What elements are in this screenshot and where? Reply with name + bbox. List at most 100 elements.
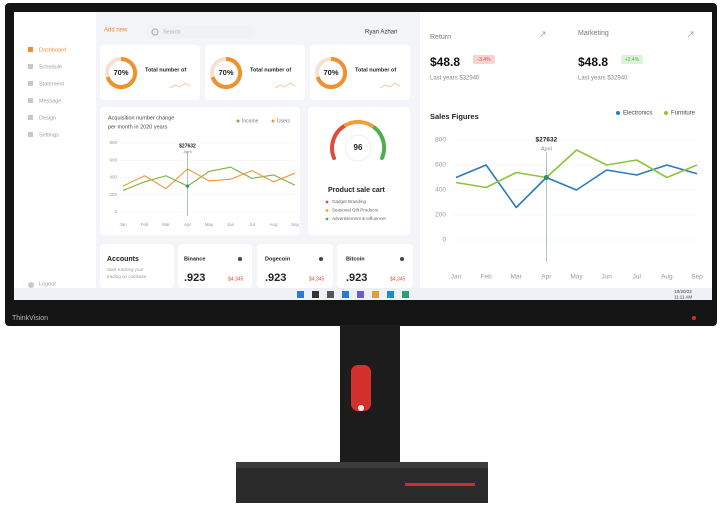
series-line <box>122 168 296 190</box>
nav-icon <box>28 115 33 120</box>
x-tick-label: Jun <box>227 222 235 227</box>
legend-dot <box>271 119 275 123</box>
gauge-arc <box>344 119 377 130</box>
stat-label: Total number of <box>250 67 291 73</box>
ring-label: 70% <box>218 68 233 77</box>
x-tick-label: Feb <box>141 222 149 227</box>
coin-change: $4,345 <box>390 276 406 282</box>
x-tick-label: Apr <box>184 222 192 227</box>
gauge-center <box>344 134 372 162</box>
y-tick-label: 0 <box>114 209 117 214</box>
legend-label: Income <box>242 118 259 124</box>
legend-dot <box>616 111 620 115</box>
tooltip-value: $27632 <box>179 143 196 149</box>
sparkline <box>274 82 296 89</box>
legend-dot <box>664 111 668 115</box>
search-box[interactable] <box>146 25 256 39</box>
sidebar <box>14 12 96 288</box>
gauge-item: Advertisement & Influencer <box>332 216 387 221</box>
taskbar-icons <box>297 291 409 298</box>
legend-dot <box>236 119 240 123</box>
expand-icon[interactable] <box>539 31 546 38</box>
sparkline <box>379 82 401 89</box>
tooltip-value: $27632 <box>536 137 558 144</box>
card-title: per month in 2020 years <box>108 124 168 130</box>
x-tick-label: Jun <box>601 274 612 281</box>
taskbar-time: 11:11 AM <box>674 295 693 300</box>
legend-label: Users <box>277 118 291 124</box>
nav-icon <box>28 64 33 69</box>
gauge-arc <box>330 123 348 160</box>
tooltip-label: April <box>183 149 191 154</box>
coin-card <box>178 244 252 288</box>
y-tick-label: 400 <box>109 175 117 180</box>
x-tick-label: May <box>205 222 214 227</box>
nav-icon <box>28 47 33 52</box>
kpi-note: Last years $32940 <box>430 76 480 82</box>
coin-value: .923 <box>346 272 367 284</box>
nav-item[interactable]: Design <box>39 115 56 121</box>
ring <box>210 56 243 89</box>
accounts-subtitle: Start tracking your <box>107 267 144 272</box>
coin-value: .923 <box>265 272 286 284</box>
y-tick-label: 800 <box>435 137 446 144</box>
y-tick-label: 600 <box>109 157 117 162</box>
taskbar-date: 10/20/22 <box>674 289 692 294</box>
accounts-title: Accounts <box>107 256 139 263</box>
legend-label: Electronics <box>623 111 652 117</box>
stat-label: Total number of <box>355 67 396 73</box>
logout[interactable]: Logout <box>39 281 56 287</box>
stand-base <box>236 462 488 503</box>
add-new[interactable]: Add new <box>104 28 128 34</box>
y-tick-label: 0 <box>442 237 446 244</box>
nav-item[interactable]: Message <box>39 98 61 104</box>
y-tick-label: 200 <box>435 212 446 219</box>
x-tick-label: May <box>570 274 583 281</box>
acquisition-card <box>100 107 300 235</box>
coin-icon <box>238 257 242 261</box>
nav-item[interactable]: Statement <box>39 81 65 87</box>
stand-base-top <box>236 462 488 468</box>
nav-icon <box>28 98 33 103</box>
ring <box>105 56 138 89</box>
gauge-item: Gadget Branding <box>332 199 367 204</box>
legend-dot <box>325 217 329 221</box>
nav-icon <box>28 282 34 288</box>
kpi-value: $48.8 <box>578 55 608 69</box>
expand-icon[interactable] <box>687 31 694 38</box>
kpi-value: $48.8 <box>430 55 460 69</box>
stand-highlight <box>351 365 371 411</box>
coin-icon <box>400 257 404 261</box>
nav-item[interactable]: Dashboard <box>39 47 66 53</box>
kpi-badge-text: -3.4% <box>477 57 491 63</box>
gauge-item: Seasonal Gift Products <box>332 208 379 213</box>
ring-label: 70% <box>323 68 338 77</box>
coin-change: $4,345 <box>228 276 244 282</box>
nav-item[interactable]: Schedule <box>39 64 62 70</box>
stand-stripe <box>405 483 475 486</box>
right-panel <box>420 12 712 288</box>
coin-name: Bitcoin <box>346 256 365 262</box>
search-placeholder: Search <box>163 29 180 35</box>
kpi-title: Marketing <box>578 30 609 37</box>
x-tick-label: Jul <box>249 222 255 227</box>
legend-dot <box>325 200 329 204</box>
kpi-badge <box>621 55 643 64</box>
accounts-subtitle: trading on coinbase <box>107 274 147 279</box>
ring-label: 70% <box>113 68 128 77</box>
user-name: Ryan Azhari <box>365 30 397 36</box>
ring <box>315 56 348 89</box>
x-tick-label: Apr <box>541 274 552 281</box>
coin-card <box>257 244 333 288</box>
kpi-title: Return <box>430 34 451 41</box>
x-tick-label: Jan <box>451 274 462 281</box>
x-tick-label: Aug <box>661 274 673 281</box>
series-line <box>455 164 698 209</box>
tooltip-label: April <box>541 146 552 152</box>
x-tick-label: Mar <box>511 274 523 281</box>
legend-label: Furniture <box>671 111 696 117</box>
coin-name: Binance <box>184 256 205 262</box>
tooltip-point <box>185 184 190 188</box>
nav-item[interactable]: Settings <box>39 132 59 138</box>
